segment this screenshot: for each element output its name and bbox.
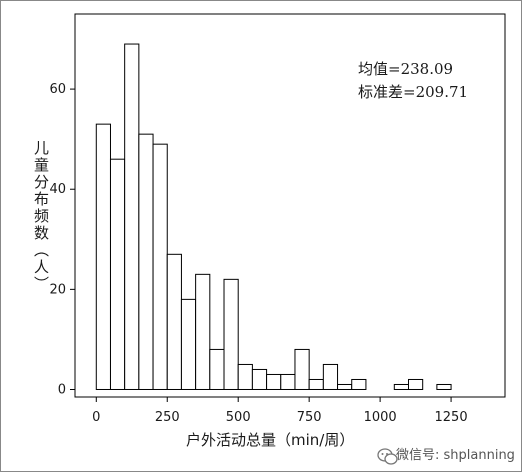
histogram-bar — [209, 348, 225, 390]
histogram-bar — [152, 143, 168, 390]
histogram-bar — [322, 363, 339, 390]
x-tick-label: 0 — [92, 410, 100, 425]
x-axis-title: 户外活动总量（min/周） — [186, 431, 354, 449]
histogram-bar — [223, 278, 239, 390]
histogram-bar — [166, 253, 182, 390]
histogram-bar — [294, 348, 310, 390]
histogram-bar — [393, 383, 409, 390]
histogram-bar — [124, 43, 140, 390]
histogram-bar — [109, 158, 126, 390]
y-tick-label: 40 — [49, 182, 66, 197]
x-tick-label: 750 — [297, 410, 322, 425]
histogram-bar — [237, 363, 253, 390]
y-tick-label: 60 — [49, 82, 66, 97]
watermark: 微信号: shplanning — [377, 448, 515, 465]
x-tick-label: 1250 — [435, 410, 468, 425]
y-tick-label: 0 — [58, 382, 66, 397]
histogram-bar — [251, 368, 268, 390]
x-tick-label: 250 — [155, 410, 180, 425]
x-tick-label: 500 — [226, 410, 251, 425]
histogram-bar — [351, 378, 367, 390]
x-tick-label: 1000 — [364, 410, 397, 425]
watermark-text: 微信号: shplanning — [396, 448, 515, 463]
histogram-bar — [138, 133, 154, 390]
histogram-bar — [407, 378, 424, 390]
histogram-bars — [95, 43, 452, 390]
histogram-bar — [436, 383, 452, 390]
x-axis-ticks: 0 250 500 750 1000 1250 — [92, 397, 468, 425]
histogram-bar — [95, 123, 111, 390]
histogram-bar — [308, 378, 324, 390]
y-tick-label: 20 — [49, 282, 66, 297]
histogram-bar — [266, 373, 282, 390]
histogram-bar — [180, 298, 197, 390]
wechat-icon — [377, 448, 398, 465]
histogram-bar — [195, 273, 211, 390]
histogram-bar — [280, 373, 296, 390]
y-axis-ticks: 0 20 40 60 — [49, 82, 75, 397]
stat-std: 标准差=209.71 — [358, 83, 468, 101]
y-axis-title: 儿童分布频数（人） — [32, 140, 50, 293]
histogram-bar — [337, 383, 353, 390]
stat-mean: 均值=238.09 — [358, 60, 453, 78]
